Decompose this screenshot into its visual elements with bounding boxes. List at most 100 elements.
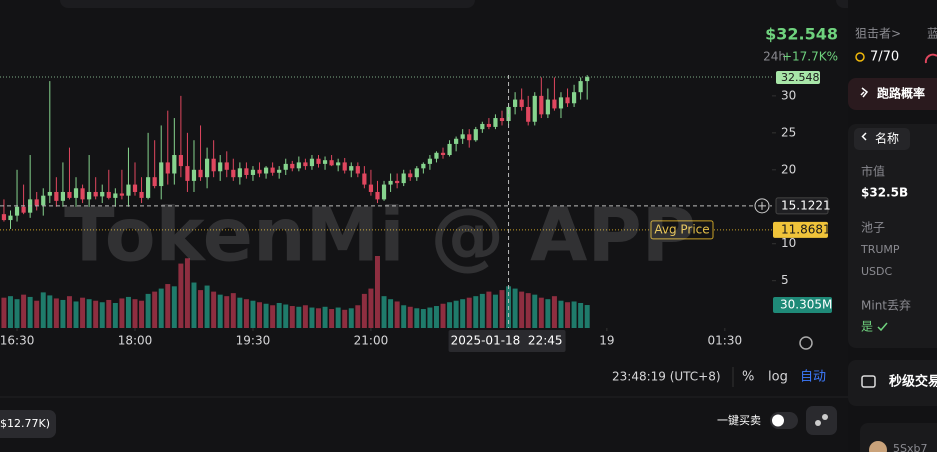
candle-body <box>87 191 92 200</box>
volume-bar <box>7 296 13 328</box>
menu-button[interactable] <box>806 406 837 435</box>
volume-bar <box>106 299 112 328</box>
volume-bar <box>60 299 66 328</box>
volume-bar <box>401 305 407 328</box>
sniper-icon <box>855 52 865 62</box>
volume-bar <box>381 296 387 328</box>
candle-body <box>159 162 164 187</box>
volume-bar <box>211 291 217 328</box>
volume-bar <box>460 299 466 328</box>
volume-bar <box>342 309 348 328</box>
candle-body <box>499 118 505 122</box>
percent-toggle[interactable]: % <box>742 370 754 385</box>
volume-bar <box>237 297 243 328</box>
candle-body <box>349 166 354 171</box>
candle-body <box>146 177 151 198</box>
candle-body <box>172 155 177 174</box>
candle-body <box>1 214 7 221</box>
change: +17.7K% <box>782 50 838 64</box>
volume-bar <box>492 294 498 328</box>
candle-body <box>427 158 433 164</box>
candle-body <box>447 143 452 156</box>
run-icon <box>860 87 869 98</box>
volume-bar <box>132 299 138 328</box>
search-bar[interactable] <box>60 0 475 8</box>
candle-body <box>513 99 518 107</box>
tab[interactable] <box>854 128 910 150</box>
clock: 23:48:19 (UTC+8) <box>612 370 721 384</box>
candle-body <box>126 184 131 196</box>
volume-bar <box>420 309 426 328</box>
y-tick-label: 5 <box>781 273 789 287</box>
volume-bar <box>158 288 164 328</box>
pool-token: TRUMP <box>860 243 900 256</box>
volume-bar <box>53 298 59 328</box>
volume-bar <box>545 299 551 328</box>
volume-bar <box>427 307 433 328</box>
toggle-knob <box>772 414 784 427</box>
candle-body <box>329 160 334 166</box>
candle-body <box>381 184 387 200</box>
rug-card[interactable] <box>848 78 937 110</box>
sniper-label[interactable]: 狙击者> <box>855 27 901 41</box>
candle-body <box>8 215 13 221</box>
log-toggle[interactable]: log <box>768 370 788 385</box>
candle-body <box>532 95 537 122</box>
pill[interactable] <box>0 410 56 438</box>
candle-body <box>67 191 72 198</box>
auto-toggle[interactable]: 自动 <box>800 370 826 385</box>
volume-bar <box>119 298 125 328</box>
cut-label: 蓝 <box>927 27 937 41</box>
volume-label: 30.305M <box>780 298 832 312</box>
candle-body <box>132 184 138 192</box>
candle-body <box>539 95 544 115</box>
candle-body <box>93 191 98 197</box>
candle-body <box>316 158 321 164</box>
volume-bar <box>243 299 249 328</box>
volume-label-box <box>773 297 832 314</box>
volume-bar <box>276 302 282 328</box>
volume-bar <box>519 291 525 328</box>
volume-bar <box>14 299 20 328</box>
candle-body <box>100 191 105 197</box>
volume-bar <box>348 308 354 328</box>
candle-body <box>408 173 413 178</box>
volume-bar <box>125 296 131 328</box>
volume-bar <box>512 288 518 328</box>
candle-body <box>552 99 557 109</box>
x-tick-label: 16:30 <box>0 334 34 348</box>
crosshair-y-box <box>775 197 829 215</box>
volume-bar <box>499 290 505 328</box>
volume-bar <box>565 302 571 328</box>
candle-body <box>198 169 203 178</box>
pool-label: 池子 <box>861 221 885 235</box>
wallet-icon <box>861 375 876 388</box>
x-tick-label: 21:00 <box>354 334 389 348</box>
fast-trade-card[interactable] <box>848 360 937 406</box>
check-icon <box>877 322 888 332</box>
info-card <box>848 124 937 348</box>
volume-bar <box>407 306 413 328</box>
volume-bar <box>1 297 7 328</box>
volume-bar <box>145 293 151 328</box>
watermark: TokenMi @ APP <box>64 193 696 279</box>
volume-bar <box>329 309 335 328</box>
candle-body <box>578 81 583 93</box>
x-tick-label: 19:30 <box>236 334 271 348</box>
volume-bar <box>486 291 492 328</box>
volume-bar <box>86 299 92 328</box>
y-tick-label: 30 <box>781 88 796 102</box>
volume-bar <box>73 301 79 328</box>
settings-icon[interactable] <box>799 336 813 350</box>
volume-bar <box>198 290 204 328</box>
volume-bar <box>112 302 118 328</box>
avg-price-label: 11.8681 <box>781 222 831 236</box>
volume-bar <box>191 282 197 328</box>
volume-bar <box>263 303 269 328</box>
candle-body <box>244 168 249 175</box>
candle-body <box>270 167 275 173</box>
volume-bar <box>250 300 256 328</box>
volume-bar <box>414 308 420 328</box>
